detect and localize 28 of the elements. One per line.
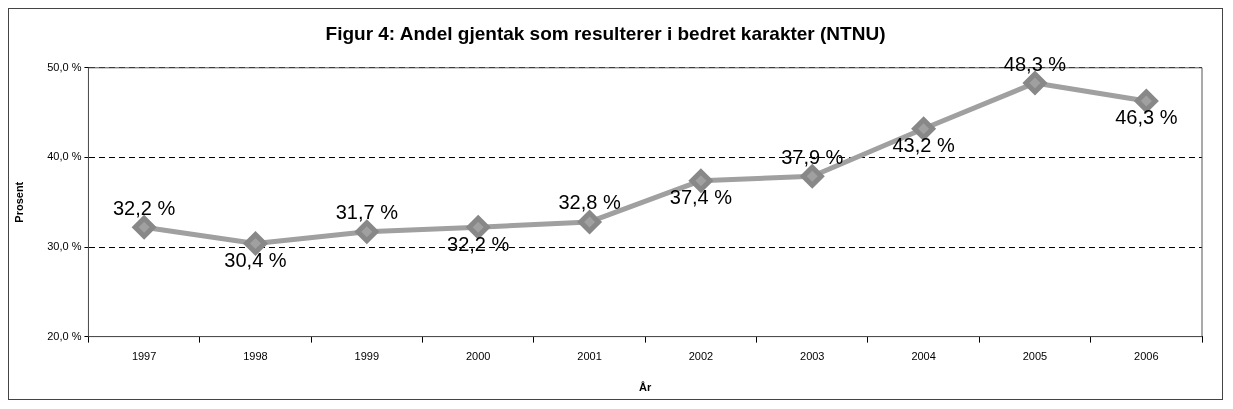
data-label: 37,4 % xyxy=(669,186,733,209)
x-tick-label: 1997 xyxy=(131,350,157,363)
y-tick-label: 50,0 % xyxy=(47,60,82,73)
x-tick-label: 1998 xyxy=(243,350,268,363)
y-tick-label: 20,0 % xyxy=(47,329,82,342)
x-tick-label: 2000 xyxy=(465,350,491,363)
point xyxy=(355,220,379,244)
y-tick-label: 40,0 % xyxy=(47,150,82,163)
data-label: 31,7 % xyxy=(335,201,399,224)
point xyxy=(466,215,490,239)
x-tick-label: 1999 xyxy=(354,350,380,363)
y-axis-title: Prosent xyxy=(12,181,25,223)
x-tick-label: 2004 xyxy=(911,350,936,363)
x-axis-title: År xyxy=(639,381,653,394)
data-label: 46,3 % xyxy=(1115,106,1178,129)
data-label: 43,2 % xyxy=(892,134,955,157)
chart-title: Figur 4: Andel gjentak som resulterer i bedret karakter (NTNU) xyxy=(325,22,886,44)
x-tick-label: 2006 xyxy=(1134,350,1159,363)
point xyxy=(243,231,267,255)
x-tick-label: 2001 xyxy=(577,350,602,363)
data-label: 32,8 % xyxy=(558,191,621,214)
x-tick-label: 2003 xyxy=(800,350,825,363)
data-label: 32,2 % xyxy=(112,196,176,219)
x-tick-label: 2005 xyxy=(1022,350,1048,363)
y-tick-label: 30,0 % xyxy=(47,240,82,253)
x-tick-label: 2002 xyxy=(688,350,714,363)
data-label: 30,4 % xyxy=(224,248,287,271)
point xyxy=(578,210,602,234)
